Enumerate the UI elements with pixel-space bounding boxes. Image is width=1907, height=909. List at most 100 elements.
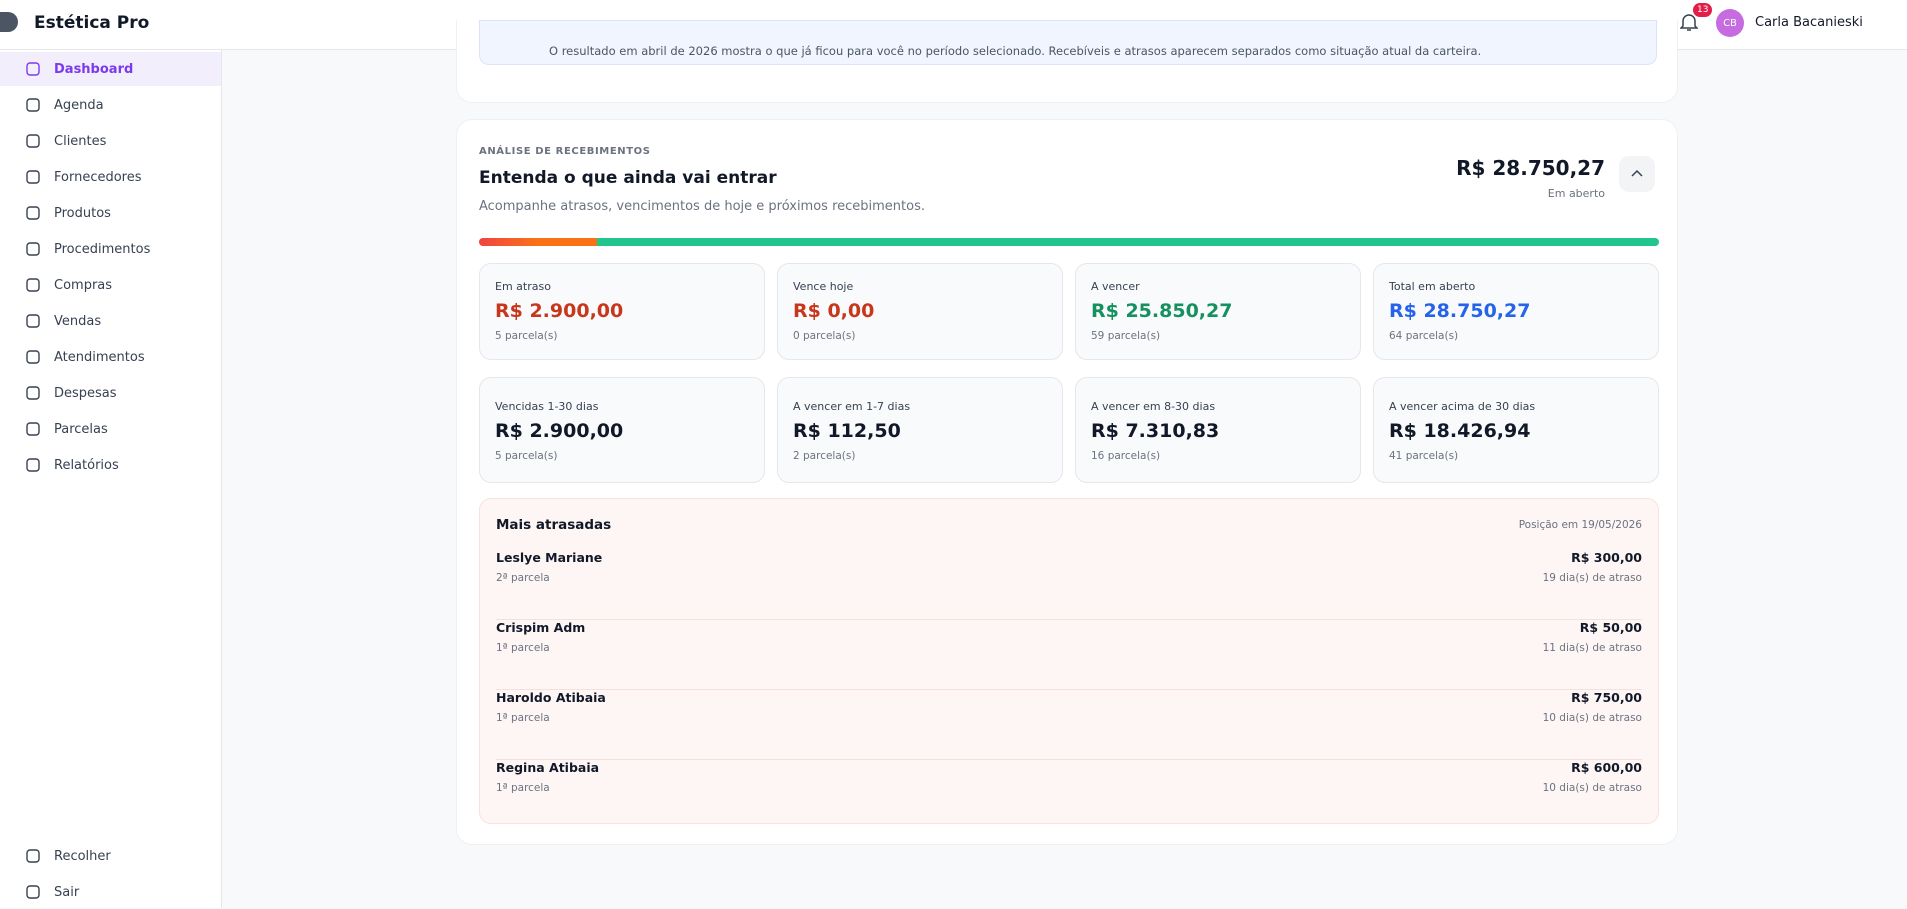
nav-item[interactable]: Compras	[0, 268, 221, 302]
logo	[0, 12, 18, 32]
overdue-row: Haroldo Atibaia 1ª parcela R$ 750,00 10 dia…	[496, 690, 1642, 760]
kpi-value: R$ 28.750,27	[1389, 300, 1531, 322]
section-title: Entenda o que ainda vai entrar	[479, 168, 777, 188]
kpi-sub: 41 parcela(s)	[1389, 450, 1459, 462]
installment: 1ª parcela	[496, 782, 550, 794]
nav-item[interactable]: Atendimentos	[0, 340, 221, 374]
kpi-label: Em atraso	[495, 280, 551, 293]
eyebrow: ANÁLISE DE RECEBIMENTOS	[479, 146, 651, 157]
nav-icon	[26, 314, 40, 328]
nav-icon	[26, 422, 40, 436]
kpi-value: R$ 2.900,00	[495, 300, 624, 322]
kpi-value: R$ 7.310,83	[1091, 420, 1220, 442]
brand: Estética Pro	[34, 13, 150, 33]
nav-icon	[26, 458, 40, 472]
collapse-button[interactable]	[1619, 156, 1655, 192]
client-name: Leslye Mariane	[496, 550, 603, 565]
installment: 2ª parcela	[496, 572, 550, 584]
nav-icon	[26, 98, 40, 112]
kpi-value: R$ 112,50	[793, 420, 901, 442]
overdue-row: Crispim Adm 1ª parcela R$ 50,00 11 dia(s) d…	[496, 620, 1642, 690]
kpi-card: Vence hoje R$ 0,00 0 parcela(s)	[777, 263, 1063, 360]
delay: 10 dia(s) de atraso	[1542, 782, 1642, 794]
kpi-value: R$ 2.900,00	[495, 420, 624, 442]
nav-item[interactable]: Fornecedores	[0, 160, 221, 194]
kpi-value: R$ 0,00	[793, 300, 875, 322]
kpi-value: R$ 25.850,27	[1091, 300, 1233, 322]
kpi-label: Total em aberto	[1389, 280, 1476, 293]
kpi-label: Vence hoje	[793, 280, 854, 293]
notification-badge: 13	[1693, 3, 1713, 17]
nav-icon	[26, 62, 40, 76]
receivables-card: ANÁLISE DE RECEBIMENTOS Entenda o que ai…	[456, 119, 1678, 845]
amount: R$ 600,00	[1571, 760, 1642, 775]
nav-icon	[26, 242, 40, 256]
nav-icon	[26, 885, 40, 899]
overdue-box: Mais atrasadas Posição em 19/05/2026 Les…	[479, 498, 1659, 824]
kpi-sub: 59 parcela(s)	[1091, 330, 1161, 342]
banner-card: O resultado em abril de 2026 mostra o qu…	[456, 20, 1678, 103]
client-name: Regina Atibaia	[496, 760, 600, 775]
kpi-label: A vencer em 8-30 dias	[1091, 400, 1216, 413]
client-name: Haroldo Atibaia	[496, 690, 606, 705]
kpi-label: A vencer acima de 30 dias	[1389, 400, 1536, 413]
kpi-card: A vencer em 8-30 dias R$ 7.310,83 16 parce…	[1075, 377, 1361, 483]
nav-item[interactable]: Produtos	[0, 196, 221, 230]
overdue-title: Mais atrasadas	[496, 517, 612, 533]
kpi-sub: 16 parcela(s)	[1091, 450, 1161, 462]
nav-item[interactable]: Relatórios	[0, 448, 221, 482]
nav-icon	[26, 350, 40, 364]
amount: R$ 750,00	[1571, 690, 1642, 705]
amount: R$ 50,00	[1579, 620, 1642, 635]
nav-item[interactable]: Recolher	[0, 839, 221, 873]
kpi-sub: 0 parcela(s)	[793, 330, 856, 342]
kpi-card: A vencer em 1-7 dias R$ 112,50 2 parcela(s…	[777, 377, 1063, 483]
client-name: Crispim Adm	[496, 620, 586, 635]
kpi-card: Em atraso R$ 2.900,00 5 parcela(s)	[479, 263, 765, 360]
installment: 1ª parcela	[496, 712, 550, 724]
sidebar: Dashboard Agenda Clientes Fornecedores Produ…	[0, 50, 222, 908]
nav-item[interactable]: Dashboard	[0, 52, 221, 86]
nav-item[interactable]: Sair	[0, 875, 221, 909]
kpi-card: Vencidas 1-30 dias R$ 2.900,00 5 parcela(s…	[479, 377, 765, 483]
nav-icon	[26, 170, 40, 184]
total: R$ 28.750,27	[1456, 156, 1605, 180]
amount: R$ 300,00	[1571, 550, 1642, 565]
kpi-sub: 5 parcela(s)	[495, 330, 558, 342]
nav-icon	[26, 278, 40, 292]
kpi-card: A vencer R$ 25.850,27 59 parcela(s)	[1075, 263, 1361, 360]
kpi-sub: 64 parcela(s)	[1389, 330, 1459, 342]
nav-icon	[26, 849, 40, 863]
overdue-row: Leslye Mariane 2ª parcela R$ 300,00 19 dia(…	[496, 550, 1642, 620]
kpi-value: R$ 18.426,94	[1389, 420, 1531, 442]
nav-icon	[26, 134, 40, 148]
nav-icon	[26, 206, 40, 220]
total-label: Em aberto	[1547, 187, 1605, 200]
kpi-card: A vencer acima de 30 dias R$ 18.426,94 41 …	[1373, 377, 1659, 483]
kpi-label: A vencer em 1-7 dias	[793, 400, 911, 413]
bell-icon[interactable]	[1680, 12, 1698, 32]
delay: 11 dia(s) de atraso	[1542, 642, 1642, 654]
nav-item[interactable]: Agenda	[0, 88, 221, 122]
chevron	[1631, 169, 1643, 177]
progress-bar	[479, 238, 1659, 246]
section-subtitle: Acompanhe atrasos, vencimentos de hoje e…	[479, 199, 926, 214]
nav-item[interactable]: Procedimentos	[0, 232, 221, 266]
nav-item[interactable]: Vendas	[0, 304, 221, 338]
nav-item[interactable]: Parcelas	[0, 412, 221, 446]
delay: 10 dia(s) de atraso	[1542, 712, 1642, 724]
kpi-label: A vencer	[1091, 280, 1140, 293]
kpi-sub: 2 parcela(s)	[793, 450, 856, 462]
banner-text: O resultado em abril de 2026 mostra o qu…	[549, 44, 1482, 58]
overdue-position: Posição em 19/05/2026	[1518, 519, 1642, 531]
nav-icon	[26, 386, 40, 400]
kpi-sub: 5 parcela(s)	[495, 450, 558, 462]
user-name[interactable]: Carla Bacanieski	[1755, 15, 1863, 30]
delay: 19 dia(s) de atraso	[1542, 572, 1642, 584]
nav-item[interactable]: Clientes	[0, 124, 221, 158]
overdue-row: Regina Atibaia 1ª parcela R$ 600,00 10 dia(…	[496, 760, 1642, 830]
nav-item[interactable]: Despesas	[0, 376, 221, 410]
kpi-card: Total em aberto R$ 28.750,27 64 parcela(s)	[1373, 263, 1659, 360]
avatar[interactable]: CB	[1716, 9, 1744, 37]
